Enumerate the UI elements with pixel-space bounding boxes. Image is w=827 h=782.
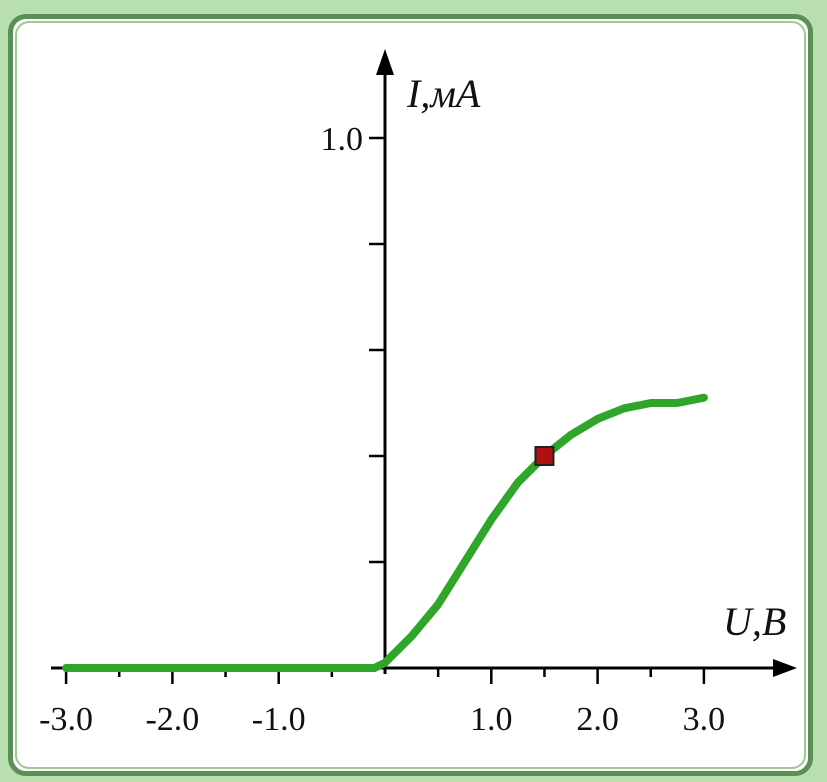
x-tick-label: 2.0 (576, 701, 619, 738)
current-voltage-curve (62, 393, 708, 672)
tick-labels: -3.0 -2.0 -1.0 1.0 2.0 3.0 1.0 (39, 121, 725, 738)
x-tick-label: -1.0 (252, 701, 306, 738)
operating-point-marker (534, 446, 555, 466)
y-axis-label: I,мА (406, 71, 481, 116)
axis-titles: I,мА U,В (406, 71, 786, 644)
iv-characteristic-chart: -3.0 -2.0 -1.0 1.0 2.0 3.0 1.0 I,мА U,В (39, 49, 797, 738)
y-axis-arrow (376, 49, 394, 75)
x-tick-label: 1.0 (470, 701, 513, 738)
x-tick-label: -3.0 (39, 701, 93, 738)
x-tick-label: -2.0 (145, 701, 199, 738)
x-axis-arrow (773, 659, 797, 677)
x-axis-label: U,В (723, 599, 786, 644)
axes (51, 49, 797, 677)
y-tick-label: 1.0 (321, 121, 364, 158)
chart-frame: -3.0 -2.0 -1.0 1.0 2.0 3.0 1.0 I,мА U,В (8, 14, 813, 776)
x-tick-label: 3.0 (683, 701, 726, 738)
series (62, 393, 708, 672)
